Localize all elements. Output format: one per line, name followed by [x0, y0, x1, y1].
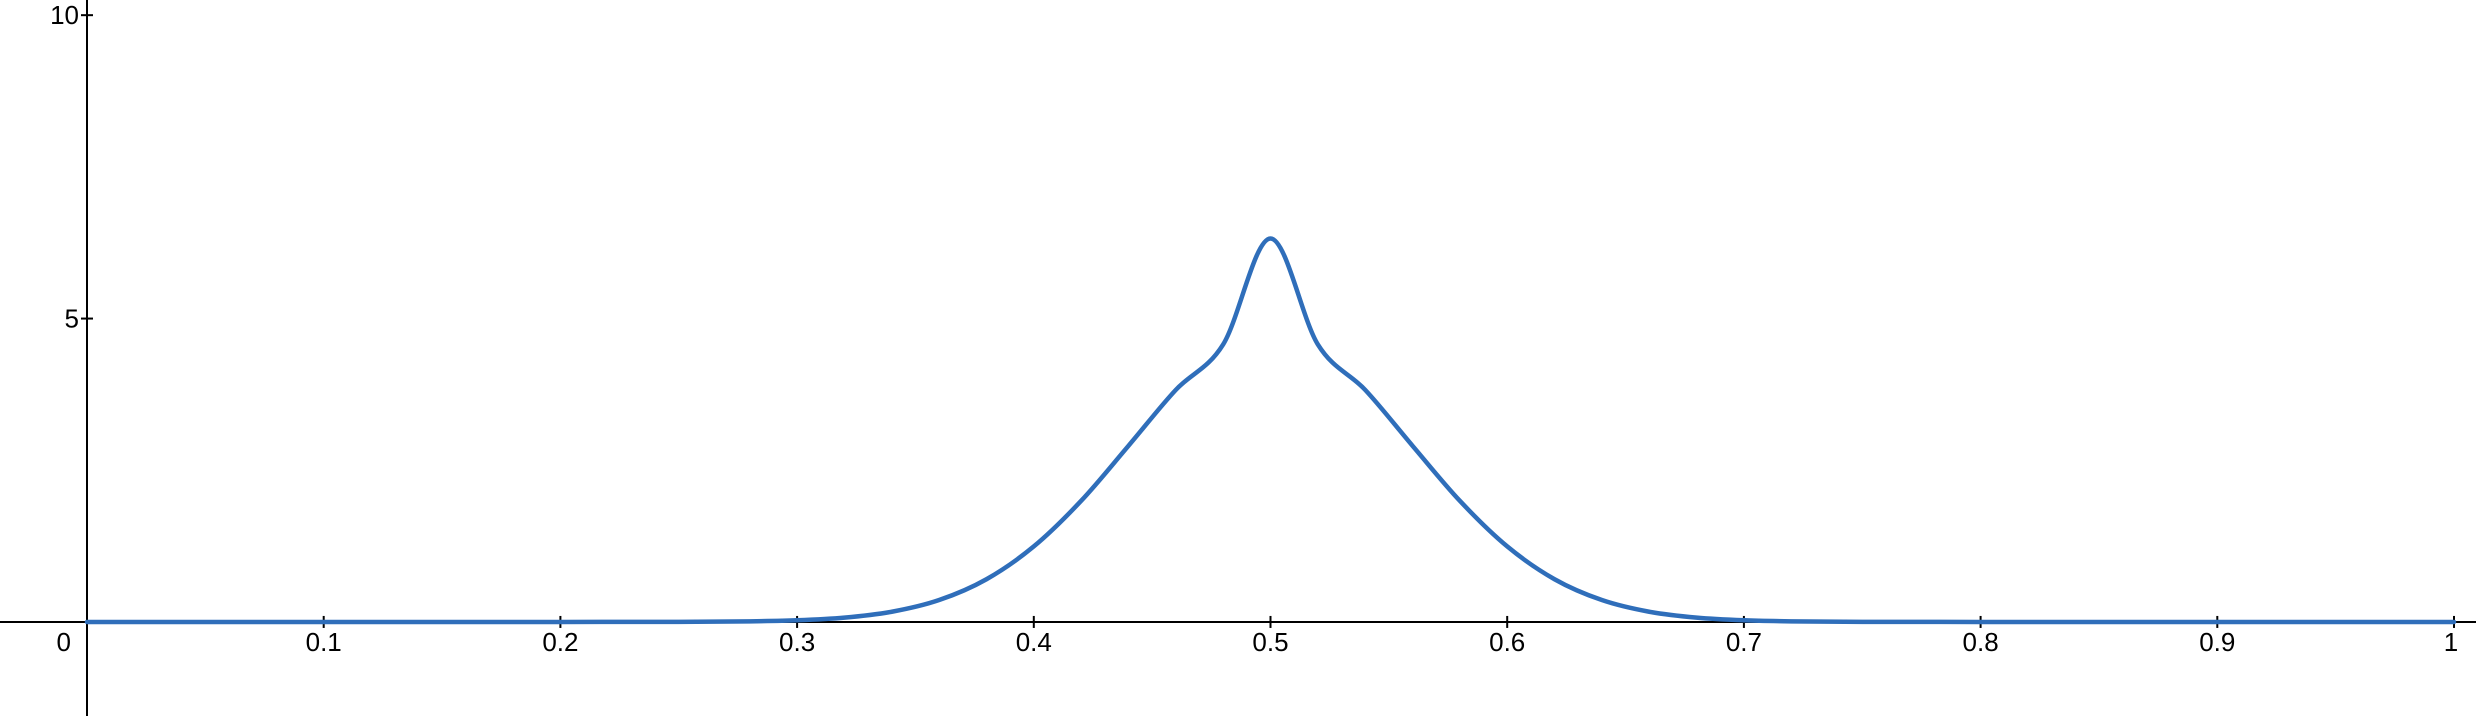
x-tick-label: 0.2: [542, 627, 578, 657]
x-axis-ticks: 0 0.1 0.2 0.3 0.4 0.5 0.6 0.7 0.8 0.9 1: [57, 615, 2458, 657]
y-axis-ticks: 5 10: [50, 0, 93, 334]
y-tick-label: 5: [65, 304, 79, 334]
x-tick-label: 0.6: [1489, 627, 1525, 657]
x-tick-label: 0.1: [306, 627, 342, 657]
x-tick-label: 0.9: [2199, 627, 2235, 657]
x-tick-label: 1: [2444, 627, 2458, 657]
x-tick-label: 0.4: [1016, 627, 1052, 657]
series-line: [84, 236, 2457, 625]
x-tick-label: 0.8: [1963, 627, 1999, 657]
x-tick-label: 0.3: [779, 627, 815, 657]
x-tick-label: 0.5: [1252, 627, 1288, 657]
x-tick-label: 0: [57, 627, 71, 657]
y-tick-label: 10: [50, 0, 79, 30]
series-layer: [84, 236, 2457, 625]
x-tick-label: 0.7: [1726, 627, 1762, 657]
